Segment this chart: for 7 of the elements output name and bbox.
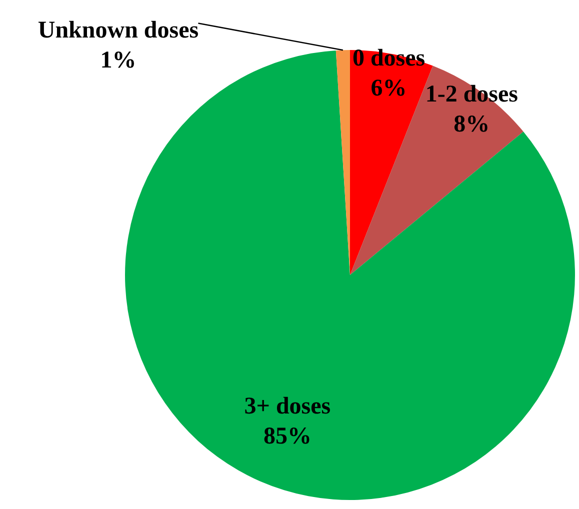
pie-slice: [350, 66, 524, 275]
data-label: 85%: [263, 424, 312, 450]
data-label: 8%: [454, 112, 490, 138]
data-label: 6%: [370, 76, 407, 102]
slice-label: 3+ doses: [244, 394, 331, 420]
data-label: 1%: [100, 47, 136, 74]
slice-label: Unknown doses: [38, 17, 199, 44]
